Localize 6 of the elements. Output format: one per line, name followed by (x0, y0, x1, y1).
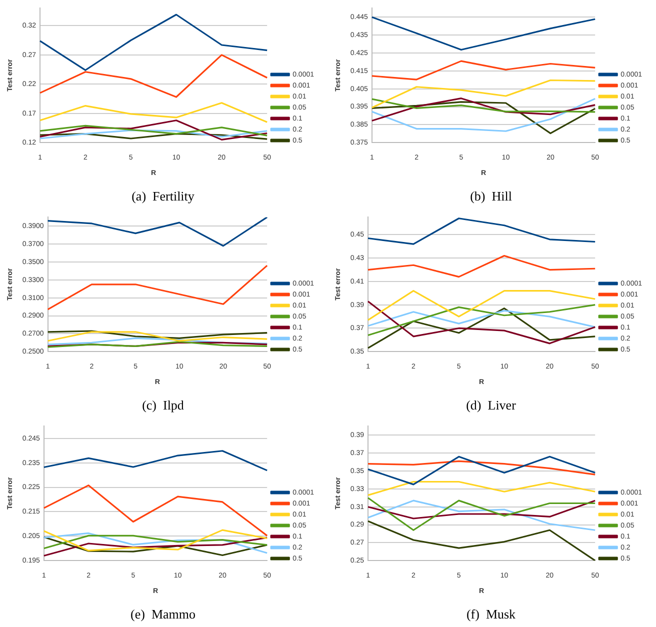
text: (c) Ilpd (142, 398, 184, 413)
text: (b) Hill (470, 188, 512, 204)
text: (e) Mammo (130, 606, 196, 622)
text: (d) Liver (466, 398, 517, 413)
text: (f) Musk (466, 606, 516, 622)
text: (a) Fertility (132, 188, 195, 204)
